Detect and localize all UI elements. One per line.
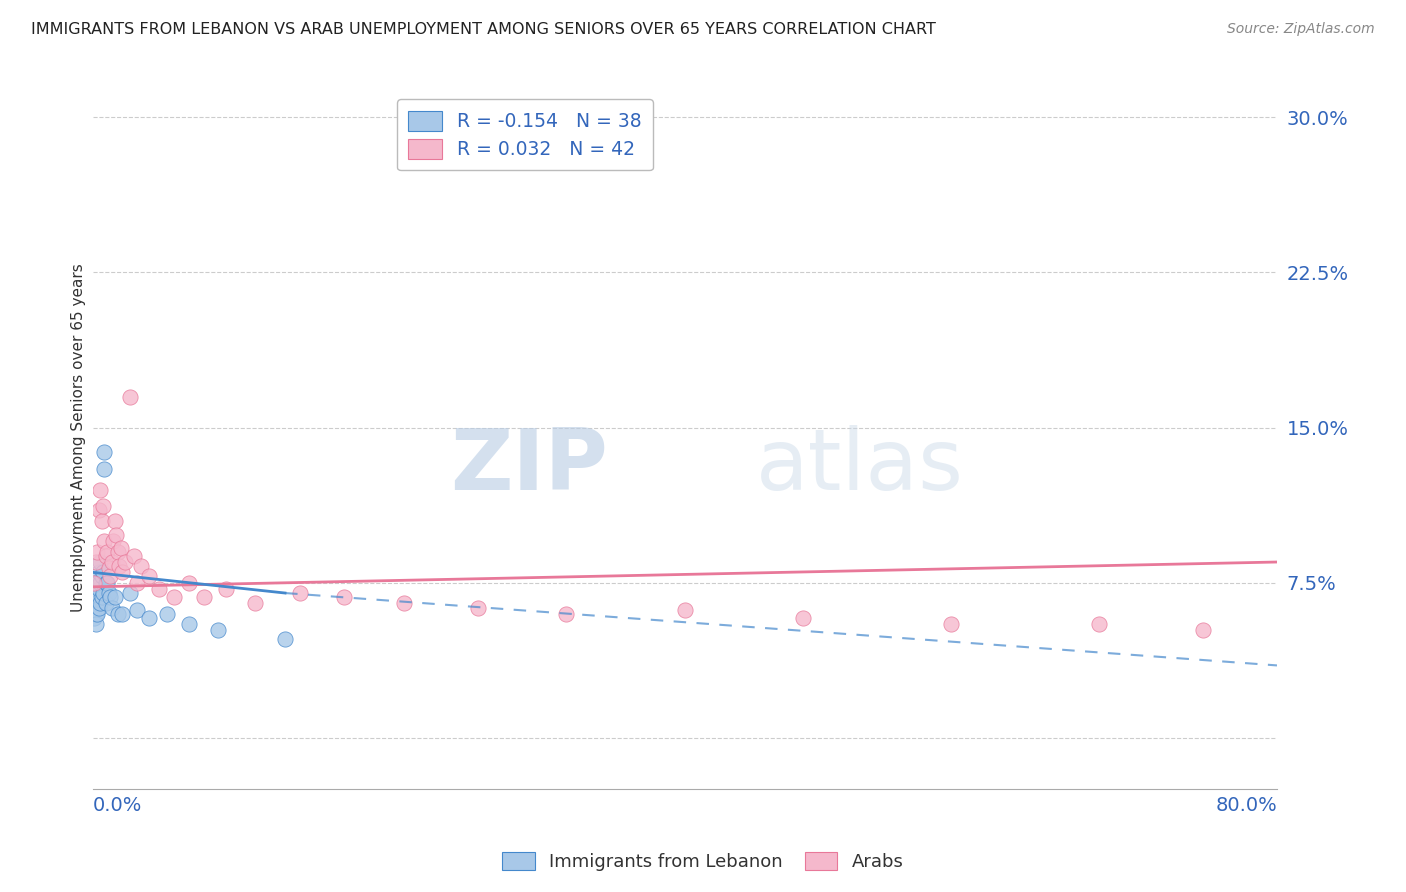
Point <box>118 586 141 600</box>
Point <box>193 590 215 604</box>
Point <box>245 596 267 610</box>
Point <box>177 575 200 590</box>
Text: 0.0%: 0.0% <box>93 796 142 814</box>
Point <box>392 596 415 610</box>
Point <box>333 590 356 604</box>
Point <box>100 569 122 583</box>
Point <box>96 575 118 590</box>
Point <box>91 499 114 513</box>
Point <box>91 566 114 580</box>
Point <box>103 534 125 549</box>
Point <box>125 575 148 590</box>
Point <box>163 590 186 604</box>
Point <box>104 590 127 604</box>
Point <box>104 514 127 528</box>
Point <box>86 575 108 590</box>
Point <box>107 544 129 558</box>
Point <box>555 607 578 621</box>
Point <box>1192 624 1215 638</box>
Point <box>207 624 229 638</box>
Point <box>84 555 107 569</box>
Point <box>101 600 124 615</box>
Point <box>941 617 963 632</box>
Point <box>84 617 107 632</box>
Point <box>100 590 122 604</box>
Point <box>97 586 120 600</box>
Point <box>673 602 696 616</box>
Point <box>215 582 238 596</box>
Point <box>87 582 110 596</box>
Point <box>122 549 145 563</box>
Point <box>87 566 110 580</box>
Point <box>94 575 117 590</box>
Point <box>90 514 112 528</box>
Point <box>91 586 114 600</box>
Point <box>94 549 117 563</box>
Point <box>125 602 148 616</box>
Y-axis label: Unemployment Among Seniors over 65 years: Unemployment Among Seniors over 65 years <box>72 263 86 612</box>
Point <box>110 541 132 555</box>
Point <box>93 445 115 459</box>
Text: Source: ZipAtlas.com: Source: ZipAtlas.com <box>1227 22 1375 37</box>
Legend: R = -0.154   N = 38, R = 0.032   N = 42: R = -0.154 N = 38, R = 0.032 N = 42 <box>396 99 652 170</box>
Point <box>89 483 111 497</box>
Point <box>83 611 105 625</box>
Point <box>84 607 107 621</box>
Point <box>138 611 160 625</box>
Point <box>93 534 115 549</box>
Point <box>96 544 118 558</box>
Point <box>467 600 489 615</box>
Text: IMMIGRANTS FROM LEBANON VS ARAB UNEMPLOYMENT AMONG SENIORS OVER 65 YEARS CORRELA: IMMIGRANTS FROM LEBANON VS ARAB UNEMPLOY… <box>31 22 936 37</box>
Point <box>86 590 108 604</box>
Point <box>274 632 297 646</box>
Point <box>84 586 107 600</box>
Point <box>792 611 814 625</box>
Point <box>86 544 108 558</box>
Point <box>94 596 117 610</box>
Point <box>101 555 124 569</box>
Point <box>89 555 111 569</box>
Legend: Immigrants from Lebanon, Arabs: Immigrants from Lebanon, Arabs <box>495 845 911 879</box>
Point <box>138 569 160 583</box>
Point <box>89 596 111 610</box>
Point <box>90 590 112 604</box>
Point <box>87 503 110 517</box>
Point <box>1088 617 1111 632</box>
Point <box>83 590 105 604</box>
Point <box>84 596 107 610</box>
Point <box>288 586 311 600</box>
Point <box>111 607 134 621</box>
Text: ZIP: ZIP <box>450 425 607 508</box>
Point <box>114 555 136 569</box>
Point <box>108 559 131 574</box>
Point <box>148 582 170 596</box>
Point <box>111 566 134 580</box>
Point <box>83 602 105 616</box>
Point <box>177 617 200 632</box>
Point <box>87 600 110 615</box>
Point <box>131 559 153 574</box>
Point <box>118 390 141 404</box>
Text: 80.0%: 80.0% <box>1215 796 1277 814</box>
Point <box>86 607 108 621</box>
Point <box>89 575 111 590</box>
Point <box>97 561 120 575</box>
Point <box>107 607 129 621</box>
Text: atlas: atlas <box>756 425 965 508</box>
Point <box>156 607 179 621</box>
Point <box>83 575 105 590</box>
Point <box>93 462 115 476</box>
Point <box>90 569 112 583</box>
Point <box>105 528 128 542</box>
